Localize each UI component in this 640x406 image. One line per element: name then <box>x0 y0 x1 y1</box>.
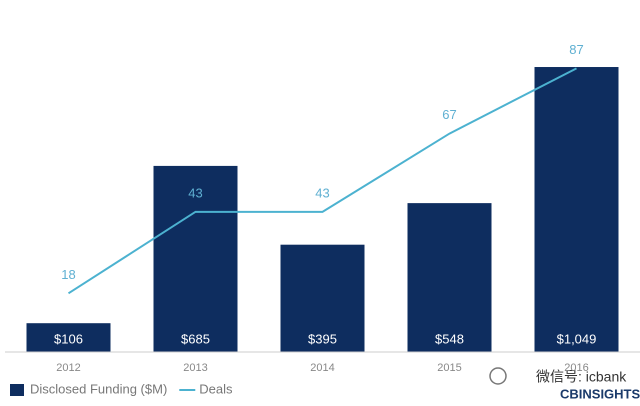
value-label: $685 <box>181 331 210 346</box>
deal-label: 43 <box>315 185 329 200</box>
deal-label: 18 <box>61 267 75 282</box>
deal-label: 87 <box>569 42 583 57</box>
bar <box>280 244 365 352</box>
logo: CBINSIGHTS <box>560 386 640 401</box>
legend-swatch <box>10 384 24 396</box>
bar <box>534 67 619 352</box>
legend-label: Deals <box>199 381 233 396</box>
value-label: $395 <box>308 331 337 346</box>
x-tick-label: 2013 <box>183 362 207 374</box>
deals-line <box>67 67 577 295</box>
bar <box>26 323 111 352</box>
deal-label: 67 <box>442 107 456 122</box>
value-label: $1,049 <box>557 331 597 346</box>
x-tick-label: 2016 <box>564 362 588 374</box>
x-tick-label: 2012 <box>56 362 80 374</box>
wechat-icon <box>489 367 507 385</box>
x-tick-label: 2014 <box>310 362 334 374</box>
value-label: $106 <box>54 331 83 346</box>
bar <box>153 165 238 352</box>
value-label: $548 <box>435 331 464 346</box>
legend-label: Disclosed Funding ($M) <box>30 381 167 396</box>
wechat-watermark: 微信号: icbank <box>536 369 627 385</box>
deal-label: 43 <box>188 185 202 200</box>
bar <box>407 203 492 352</box>
x-tick-label: 2015 <box>437 362 461 374</box>
